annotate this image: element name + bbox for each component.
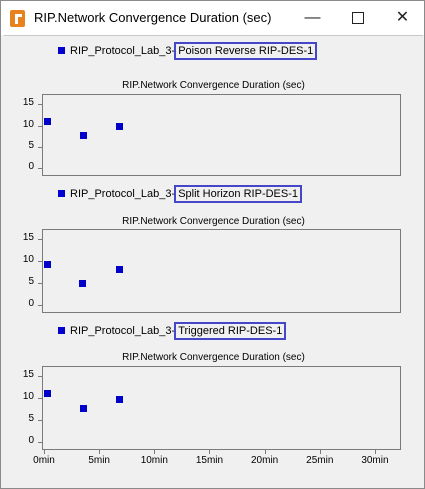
y-tick-label: 10 [22,254,34,266]
legend-prefix: RIP_Protocol_Lab_3- [70,45,176,57]
y-tick-label: 0 [28,161,34,172]
x-tick-mark [44,450,45,454]
legend-swatch [58,189,65,197]
plot-panel-3[interactable] [42,366,401,450]
y-tick-label: 15 [22,97,34,109]
data-point[interactable] [43,390,51,398]
scenario-highlight: Poison Reverse RIP-DES-1 [174,42,318,60]
app-icon [10,10,25,27]
x-tick-mark [374,450,376,454]
y-tick-label: 10 [22,118,34,130]
y-tick-label: 5 [28,276,34,288]
y-tick-label: 0 [28,298,34,309]
maximize-button[interactable] [335,1,380,35]
y-tick-mark [38,305,42,306]
x-tick-label: 20min [251,455,279,466]
y-tick-mark [38,420,42,422]
data-point[interactable] [43,261,51,269]
data-point[interactable] [80,131,88,139]
y-tick-label: 15 [22,369,34,381]
window-title: RIP.Network Convergence Duration (sec) [34,10,272,25]
legend-panel-2: RIP_Protocol_Lab_3- Split Horizon RIP-DES… [58,185,303,203]
maximize-icon [351,11,364,24]
x-tick-mark [154,450,156,454]
x-tick-label: 25min [306,455,334,466]
x-tick-mark [319,450,321,454]
panel-1-title: RIP.Network Convergence Duration (sec) [122,80,305,91]
x-tick-label: 5min [88,455,110,466]
data-point[interactable] [43,117,51,125]
legend-panel-3: RIP_Protocol_Lab_3- Triggered RIP-DES-1 [58,322,287,340]
y-tick-label: 15 [22,232,34,244]
close-button[interactable]: ✕ [395,9,410,26]
y-tick-mark [38,442,42,443]
data-point[interactable] [115,266,123,274]
x-tick-label: 0min [33,455,55,466]
y-tick-mark [38,168,42,169]
legend-swatch [58,326,65,334]
y-tick-label: 5 [28,413,34,425]
scenario-highlight: Split Horizon RIP-DES-1 [174,185,303,203]
data-point[interactable] [80,404,88,412]
legend-swatch [58,46,65,54]
plot-panel-1[interactable] [42,94,401,176]
data-point[interactable] [79,279,87,287]
minimize-button[interactable]: — [304,9,321,26]
legend-panel-1: RIP_Protocol_Lab_3- Poison Reverse RIP-DE… [58,42,318,60]
data-point[interactable] [115,395,123,403]
y-tick-mark [38,283,42,285]
data-point[interactable] [115,122,123,130]
chart-area: RIP_Protocol_Lab_3- Poison Reverse RIP-DE… [4,35,423,486]
legend-prefix: RIP_Protocol_Lab_3- [70,188,176,200]
y-tick-mark [38,376,42,378]
title-bar[interactable]: RIP.Network Convergence Duration (sec) —… [1,1,424,35]
x-tick-mark [264,450,266,454]
legend-prefix: RIP_Protocol_Lab_3- [70,325,176,337]
y-tick-mark [38,146,42,148]
y-tick-label: 0 [28,435,34,446]
y-tick-mark [38,125,42,127]
x-tick-mark [99,450,101,454]
x-tick-label: 30min [361,455,389,466]
panel-3-title: RIP.Network Convergence Duration (sec) [122,352,305,363]
x-tick-mark [209,450,211,454]
plot-panel-2[interactable] [42,229,401,313]
scenario-highlight: Triggered RIP-DES-1 [174,322,287,340]
x-tick-label: 15min [195,455,224,466]
y-tick-mark [38,398,42,400]
y-tick-mark [38,239,42,241]
y-tick-mark [38,261,42,263]
y-tick-label: 5 [28,139,34,151]
panel-2-title: RIP.Network Convergence Duration (sec) [122,216,305,227]
y-tick-mark [38,104,42,106]
y-tick-label: 10 [22,391,34,403]
x-tick-label: 10min [140,455,168,466]
